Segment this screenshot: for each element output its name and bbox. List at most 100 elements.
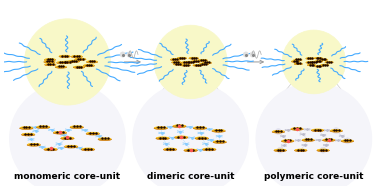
Ellipse shape (292, 128, 302, 129)
Ellipse shape (184, 149, 197, 152)
Ellipse shape (203, 148, 215, 150)
Ellipse shape (61, 137, 74, 140)
Ellipse shape (316, 61, 322, 62)
Ellipse shape (57, 61, 67, 63)
Ellipse shape (203, 148, 216, 151)
Ellipse shape (306, 62, 314, 63)
Ellipse shape (155, 127, 167, 129)
Ellipse shape (306, 58, 314, 59)
Ellipse shape (75, 58, 85, 60)
Ellipse shape (282, 140, 293, 142)
Ellipse shape (302, 139, 314, 141)
Ellipse shape (57, 62, 68, 64)
Ellipse shape (175, 136, 187, 138)
Ellipse shape (320, 147, 326, 153)
Ellipse shape (294, 59, 302, 61)
Ellipse shape (37, 126, 49, 128)
Ellipse shape (75, 58, 86, 60)
Ellipse shape (45, 64, 56, 66)
Ellipse shape (45, 61, 54, 62)
Ellipse shape (163, 148, 177, 151)
Ellipse shape (44, 61, 55, 63)
Ellipse shape (71, 56, 82, 58)
Ellipse shape (322, 139, 335, 141)
Ellipse shape (282, 140, 294, 142)
Ellipse shape (274, 149, 287, 152)
Ellipse shape (71, 55, 82, 57)
Ellipse shape (20, 127, 33, 129)
Ellipse shape (186, 61, 195, 62)
Ellipse shape (292, 61, 299, 62)
Ellipse shape (294, 63, 302, 64)
Ellipse shape (323, 139, 335, 141)
Ellipse shape (73, 56, 81, 57)
Ellipse shape (314, 57, 322, 59)
Ellipse shape (189, 57, 198, 59)
Ellipse shape (193, 65, 203, 66)
Ellipse shape (54, 131, 66, 133)
Ellipse shape (214, 130, 224, 131)
Ellipse shape (22, 133, 34, 135)
Ellipse shape (46, 64, 54, 65)
Ellipse shape (321, 64, 329, 66)
Ellipse shape (55, 132, 65, 133)
Ellipse shape (165, 149, 175, 150)
Ellipse shape (45, 148, 57, 150)
Ellipse shape (181, 62, 191, 64)
Ellipse shape (171, 59, 180, 60)
Ellipse shape (154, 25, 227, 99)
Ellipse shape (66, 146, 76, 147)
Ellipse shape (306, 58, 314, 59)
Ellipse shape (250, 52, 255, 57)
Ellipse shape (177, 57, 187, 59)
Ellipse shape (314, 61, 323, 62)
Ellipse shape (310, 62, 318, 63)
Ellipse shape (332, 130, 341, 131)
Ellipse shape (282, 30, 345, 94)
Ellipse shape (295, 149, 307, 151)
Ellipse shape (127, 52, 132, 57)
Ellipse shape (64, 145, 78, 148)
Ellipse shape (22, 134, 35, 136)
Ellipse shape (83, 65, 94, 67)
Ellipse shape (291, 128, 303, 129)
Ellipse shape (273, 130, 284, 132)
Ellipse shape (172, 59, 179, 60)
Ellipse shape (120, 52, 125, 57)
Ellipse shape (175, 136, 188, 139)
Ellipse shape (274, 149, 286, 151)
Ellipse shape (320, 59, 328, 60)
Ellipse shape (194, 127, 206, 129)
Ellipse shape (68, 60, 79, 62)
Ellipse shape (195, 137, 209, 140)
Ellipse shape (71, 126, 83, 128)
Ellipse shape (69, 60, 79, 62)
Ellipse shape (341, 140, 354, 142)
Ellipse shape (192, 60, 201, 62)
Ellipse shape (181, 64, 190, 66)
Ellipse shape (204, 149, 214, 150)
Ellipse shape (294, 149, 307, 152)
Ellipse shape (243, 52, 248, 57)
Ellipse shape (295, 59, 301, 60)
Text: dimeric core-unit: dimeric core-unit (147, 172, 234, 181)
Ellipse shape (212, 129, 225, 131)
Ellipse shape (193, 64, 202, 66)
Ellipse shape (199, 63, 209, 65)
Ellipse shape (85, 65, 93, 66)
Ellipse shape (99, 138, 111, 140)
Ellipse shape (82, 148, 94, 150)
Ellipse shape (310, 61, 318, 62)
Ellipse shape (36, 126, 50, 129)
Ellipse shape (44, 148, 57, 151)
Ellipse shape (325, 62, 333, 63)
Ellipse shape (164, 148, 176, 150)
Ellipse shape (182, 62, 191, 63)
Ellipse shape (84, 64, 94, 66)
Ellipse shape (172, 61, 181, 63)
Ellipse shape (333, 128, 339, 134)
Ellipse shape (199, 63, 208, 65)
Ellipse shape (53, 132, 67, 134)
Ellipse shape (186, 150, 196, 151)
Ellipse shape (294, 59, 302, 60)
